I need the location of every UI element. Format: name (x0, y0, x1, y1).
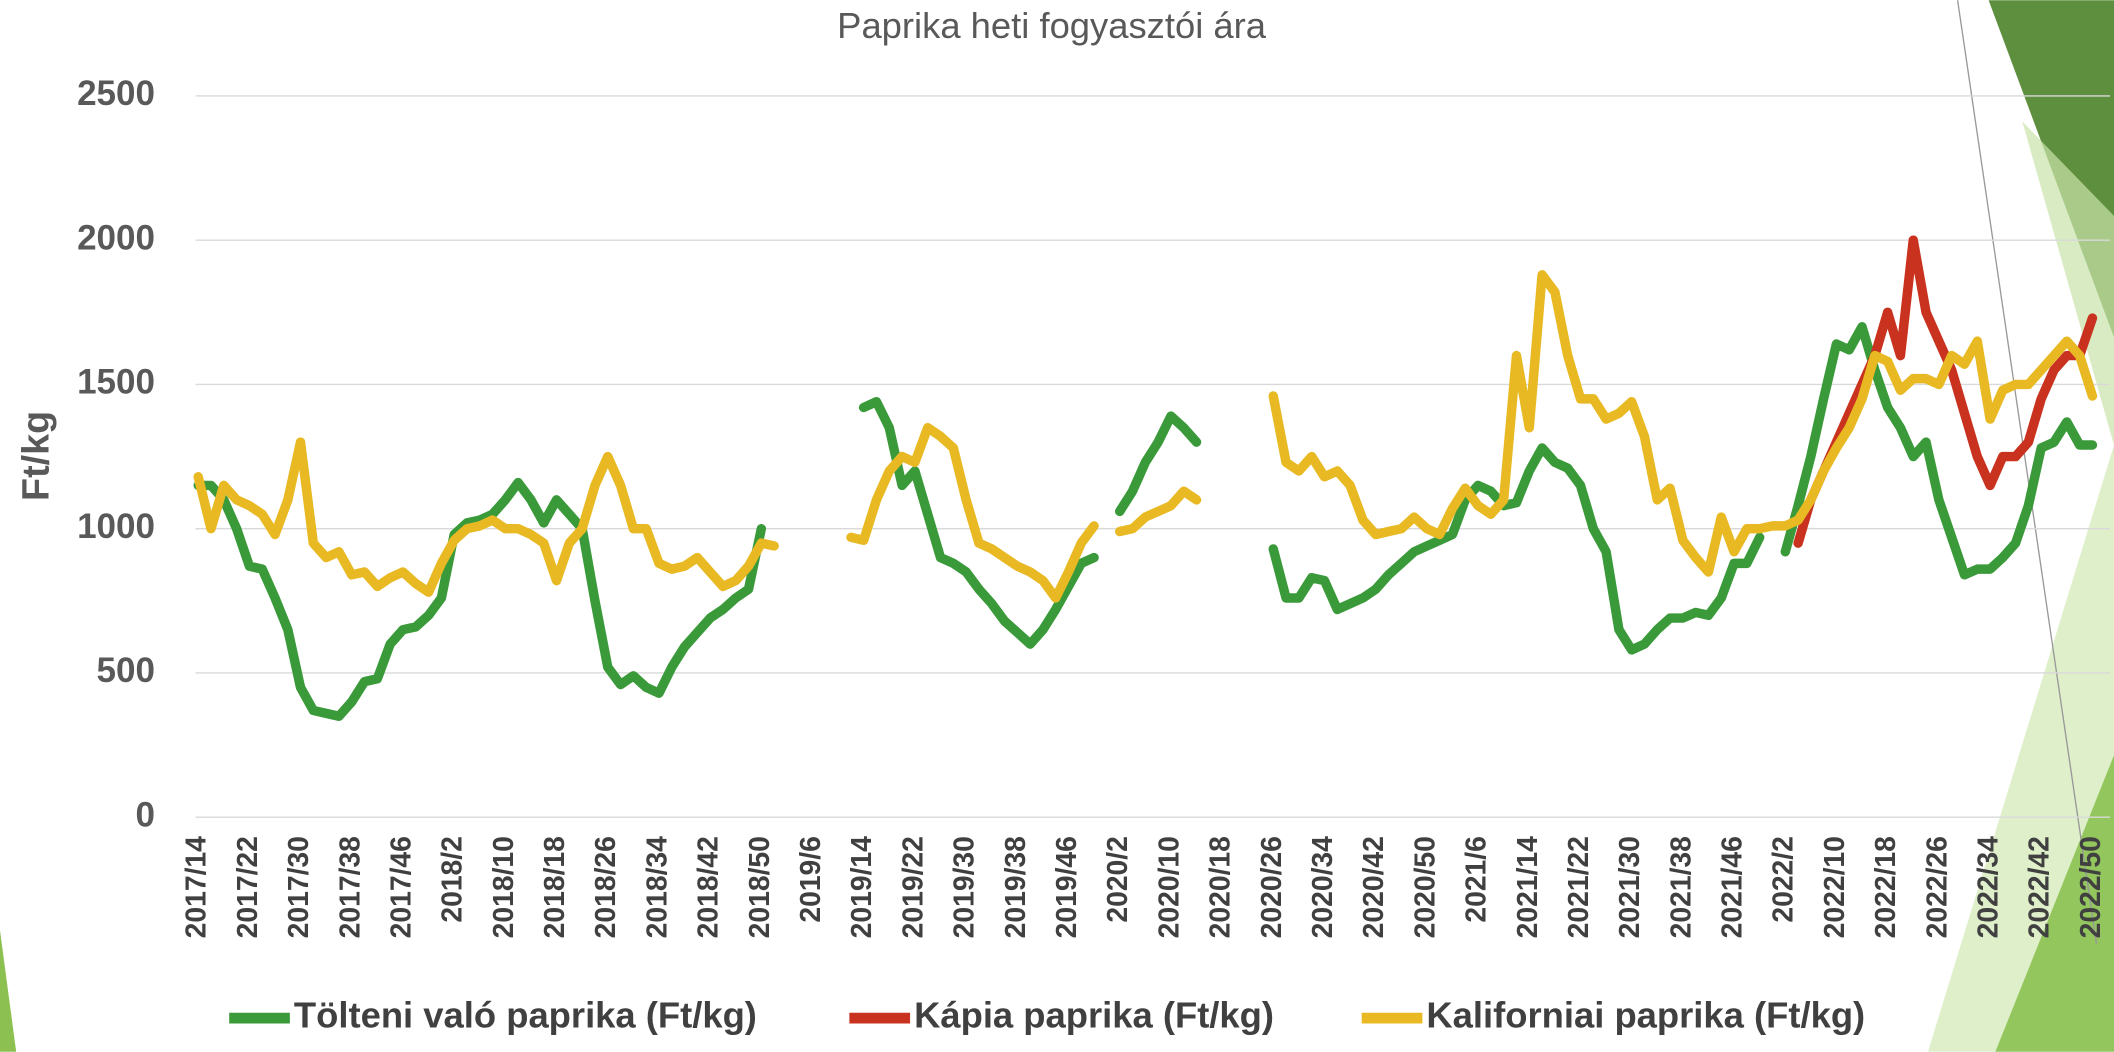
x-tick-label: 2019/38 (999, 836, 1031, 938)
y-tick-label: 2000 (77, 218, 155, 257)
y-tick-label: 1500 (77, 363, 155, 402)
deco-line (1956, 0, 2098, 945)
x-tick-label: 2021/22 (1562, 836, 1594, 938)
y-tick-label: 2500 (77, 74, 155, 113)
deco-triangle (1995, 755, 2114, 1052)
x-tick-label: 2021/38 (1664, 836, 1696, 938)
x-tick-label: 2022/10 (1818, 836, 1850, 938)
x-tick-label: 2021/14 (1511, 836, 1543, 939)
x-tick-label: 2019/22 (896, 836, 928, 938)
x-tick-label: 2018/10 (487, 836, 519, 938)
x-tick-label: 2022/26 (1920, 836, 1952, 938)
chart-title: Paprika heti fogyasztói ára (837, 5, 1267, 46)
x-tick-label: 2022/42 (2023, 836, 2055, 938)
y-tick-label: 1000 (77, 507, 155, 546)
x-tick-label: 2019/6 (794, 836, 826, 923)
series-line (193, 322, 2098, 721)
x-tick-label: 2018/18 (538, 836, 570, 938)
x-tick-label: 2018/50 (743, 836, 775, 938)
x-tick-label: 2020/2 (1101, 836, 1133, 923)
x-tick-label: 2020/42 (1357, 836, 1389, 938)
legend-label: Kápia paprika (Ft/kg) (914, 995, 1274, 1036)
x-tick-label: 2020/10 (1152, 836, 1184, 938)
x-tick-label: 2019/46 (1050, 836, 1082, 938)
x-tick-label: 2017/14 (180, 836, 212, 939)
x-tick-label: 2017/30 (282, 836, 314, 938)
series-line (193, 270, 2098, 603)
legend-label: Kaliforniai paprika (Ft/kg) (1426, 995, 1865, 1036)
x-tick-label: 2020/50 (1408, 836, 1440, 938)
x-tick-label: 2022/50 (2074, 836, 2106, 938)
x-tick-label: 2020/18 (1204, 836, 1236, 938)
y-axis-label: Ft/kg (15, 411, 57, 501)
x-tick-label: 2019/14 (845, 836, 877, 939)
x-tick-label: 2022/18 (1869, 836, 1901, 938)
series-line (1793, 235, 2098, 548)
x-tick-label: 2021/6 (1460, 836, 1492, 923)
x-tick-label: 2019/30 (948, 836, 980, 938)
x-tick-label: 2018/2 (436, 836, 468, 923)
x-tick-label: 2022/34 (1972, 836, 2004, 939)
x-tick-label: 2020/34 (1306, 836, 1338, 939)
x-tick-label: 2018/42 (692, 836, 724, 938)
x-tick-label: 2021/46 (1716, 836, 1748, 938)
x-tick-label: 2021/30 (1613, 836, 1645, 938)
x-tick-label: 2017/22 (231, 836, 263, 938)
x-tick-label: 2022/2 (1767, 836, 1799, 923)
x-tick-label: 2020/26 (1255, 836, 1287, 938)
deco-triangle (0, 930, 17, 1052)
x-tick-label: 2017/38 (333, 836, 365, 938)
x-tick-label: 2018/26 (589, 836, 621, 938)
x-tick-label: 2017/46 (384, 836, 416, 938)
y-tick-label: 500 (97, 651, 155, 690)
x-tick-label: 2018/34 (640, 836, 672, 939)
y-tick-label: 0 (136, 795, 156, 834)
legend-label: Tölteni való paprika (Ft/kg) (294, 995, 757, 1036)
